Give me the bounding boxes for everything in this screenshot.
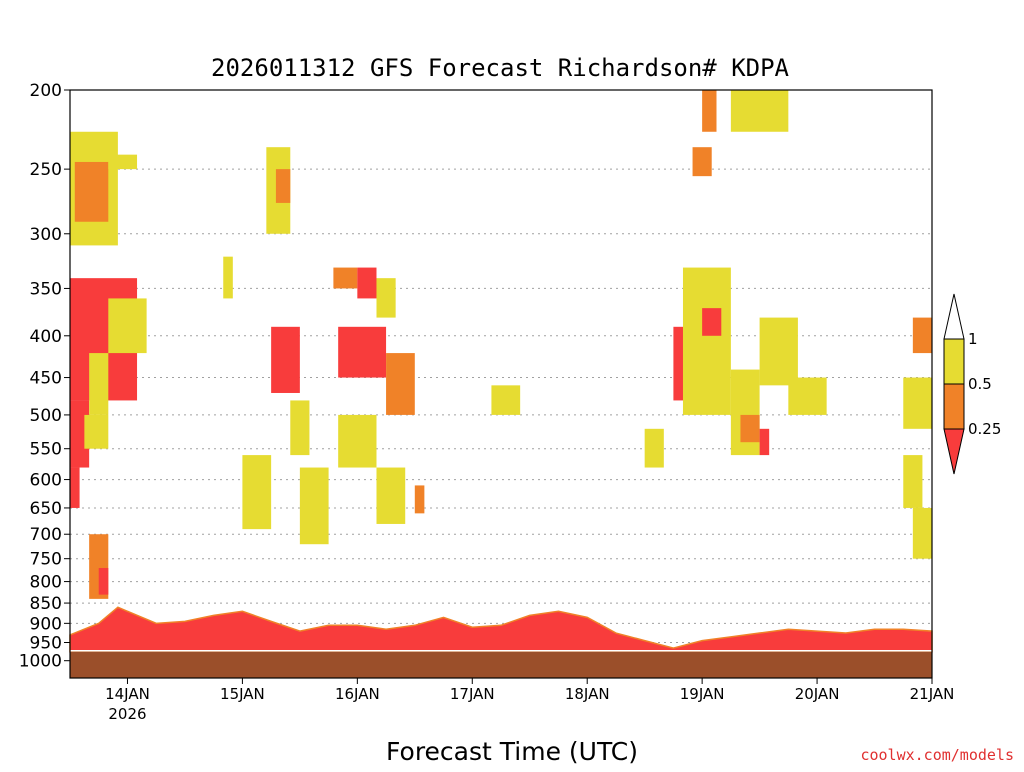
legend-label: 0.25 [968,420,1001,438]
heatmap-cell [682,267,731,415]
x-tick-label: 21JAN [910,685,955,703]
heatmap-cell [740,414,760,443]
y-tick-label: 850 [30,594,62,614]
heatmap-cell [730,369,760,456]
legend-label: 0.5 [968,375,992,393]
x-tick-label: 14JAN [105,685,150,703]
heatmap-cell [912,507,932,559]
heatmap-cell [333,267,358,289]
heatmap-cells [70,90,932,599]
y-tick-label: 550 [30,440,62,460]
y-tick-label: 800 [30,573,62,593]
heatmap-cell [74,161,109,222]
y-tick-label: 700 [30,525,62,545]
heatmap-cell [299,467,329,545]
legend-arrow-bottom [943,428,965,475]
heatmap-cell [414,485,425,514]
heatmap-cell [108,298,147,354]
y-tick-label: 1000 [19,652,62,672]
x-tick-label: 15JAN [220,685,265,703]
heatmap-cell [702,308,722,336]
heatmap-cell [98,568,109,595]
heatmap-cell [730,90,789,132]
y-tick-label: 400 [30,327,62,347]
plot-frame [69,89,933,679]
y-tick-label: 750 [30,550,62,570]
heatmap-cell [108,154,138,170]
heatmap-cell [223,256,233,299]
heatmap-cell [903,455,923,508]
heatmap-cell [357,267,377,299]
y-tick-label: 600 [30,471,62,491]
heatmap-cell [788,377,827,415]
x-tick-label: 18JAN [565,685,610,703]
y-tick-label: 950 [30,634,62,654]
y-tick-label: 450 [30,369,62,389]
ground-fill [70,651,932,678]
chart-title: 2026011312 GFS Forecast Richardson# KDPA [211,54,790,82]
legend: 1 0.5 0.25 [943,293,1001,475]
heatmap-cell [271,326,300,393]
heatmap-cell [376,467,406,524]
heatmap-cell [759,428,770,456]
y-tick-label: 650 [30,499,62,519]
heatmap-cell [386,353,415,415]
heatmap-cell [644,428,664,468]
boundary-layer-area [69,606,933,653]
heatmap-cell [338,414,377,468]
heatmap-cell [84,414,109,449]
heatmap-cell [759,317,798,386]
y-tick-label: 500 [30,406,62,426]
heatmap-cell [692,147,712,177]
x-tick-label: 20JAN [795,685,840,703]
x-tick-label: 19JAN [680,685,725,703]
heatmap-cell [290,400,310,456]
heatmap-cell [70,467,80,508]
legend-swatch-high [943,338,965,385]
heatmap-cell [376,278,396,318]
heatmap-cell [242,455,272,530]
x-tick-label: 17JAN [450,685,495,703]
y-tick-label: 200 [30,81,62,101]
x-axis: 14JAN 2026 15JAN 16JAN 17JAN 18JAN 19JAN 20JAN 2… [105,678,954,723]
y-tick-label: 350 [30,279,62,299]
heatmap-cell [70,326,85,393]
heatmap-cell [903,377,932,429]
watermark: coolwx.com/models [860,746,1014,764]
boundary-layer [69,606,933,678]
x-tick-sublabel: 2026 [108,705,146,723]
heatmap-cell [702,90,717,132]
y-tick-label: 300 [30,225,62,245]
y-axis: 200 250 300 350 400 450 500 550 600 650 700 750 8008… [19,81,70,672]
x-axis-label: Forecast Time (UTC) [386,737,638,766]
heatmap-cell [275,169,291,203]
heatmap-cell [491,385,521,415]
heatmap-cell [89,353,109,415]
heatmap-cell [912,317,932,354]
legend-swatch-mid [943,383,965,430]
legend-label: 1 [968,330,978,348]
x-tick-label: 16JAN [335,685,380,703]
y-tick-label: 900 [30,614,62,634]
heatmap-cell [338,326,387,378]
y-tick-label: 250 [30,160,62,180]
